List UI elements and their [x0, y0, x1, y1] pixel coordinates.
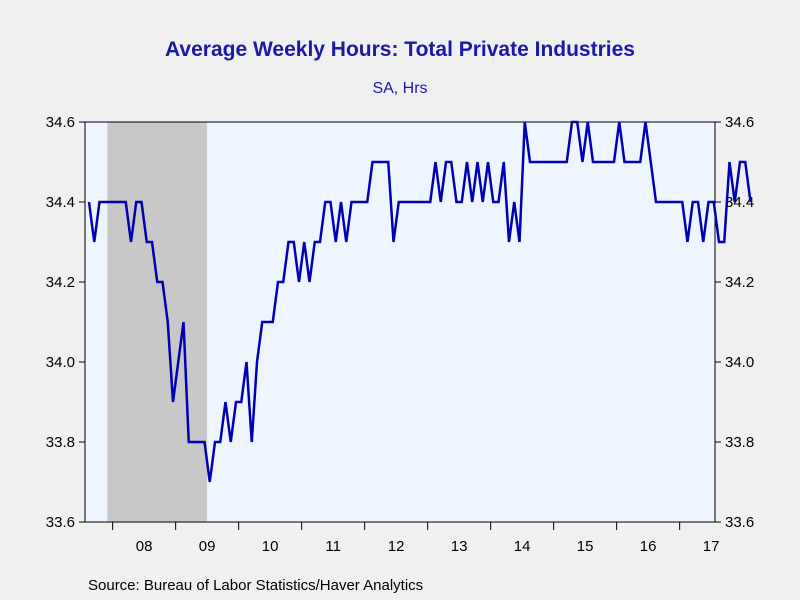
axes [79, 121, 721, 530]
plot-frame [84, 121, 716, 523]
y-tick-label-right: 34.6 [725, 114, 754, 131]
y-tick-label-right: 34.2 [725, 274, 754, 291]
x-tick-label: 16 [640, 538, 657, 555]
y-tick-label-right: 34.4 [725, 194, 754, 211]
source-note: Source: Bureau of Labor Statistics/Haver… [88, 577, 424, 594]
x-tick-label: 10 [262, 538, 279, 555]
y-tick-label-right: 33.6 [725, 514, 754, 531]
x-tick-label: 08 [136, 538, 153, 555]
recession-band [107, 122, 208, 522]
y-tick-label-left: 33.8 [46, 434, 75, 451]
y-tick-label-left: 34.6 [46, 114, 75, 131]
chart-title: Average Weekly Hours: Total Private Indu… [165, 38, 635, 61]
x-tick-label: 14 [514, 538, 531, 555]
chart-subtitle: SA, Hrs [372, 80, 428, 97]
tick-labels: 34.6 34.6 34.4 34.4 34.2 34.2 34.0 34.0 33.8 33.8… [46, 114, 754, 555]
x-tick-label: 17 [703, 538, 720, 555]
x-tick-label: 09 [199, 538, 216, 555]
y-tick-label-left: 34.4 [46, 194, 75, 211]
data-points [88, 121, 751, 483]
y-tick-label-right: 34.0 [725, 354, 754, 371]
x-tick-label: 12 [388, 538, 405, 555]
x-tick-label: 15 [577, 538, 594, 555]
x-tick-label: 11 [325, 538, 341, 555]
y-tick-label-left: 34.0 [46, 354, 75, 371]
x-tick-label: 13 [451, 538, 468, 555]
y-tick-label-left: 34.2 [46, 274, 75, 291]
y-tick-label-left: 33.6 [46, 514, 75, 531]
y-tick-label-right: 33.8 [725, 434, 754, 451]
